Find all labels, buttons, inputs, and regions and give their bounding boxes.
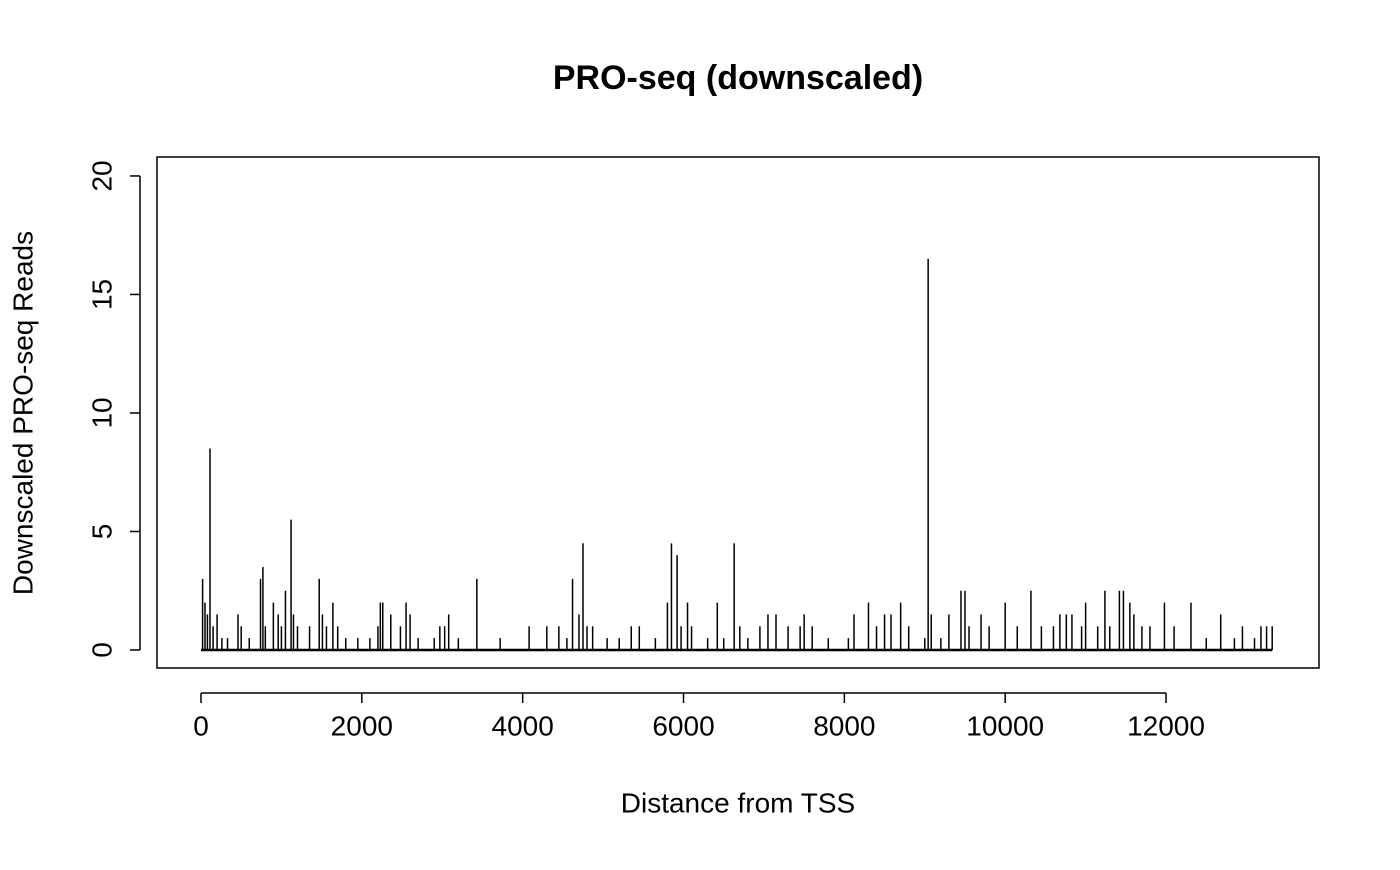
y-axis-label: Downscaled PRO-seq Reads — [7, 231, 38, 595]
y-tick-label: 5 — [86, 524, 117, 540]
plot-frame — [156, 156, 1320, 669]
y-tick-label: 20 — [86, 160, 117, 191]
y-tick-label: 15 — [86, 279, 117, 310]
x-tick-label: 4000 — [492, 710, 554, 741]
x-tick-label: 0 — [193, 710, 209, 741]
y-tick-label: 0 — [86, 642, 117, 658]
x-axis-label: Distance from TSS — [621, 787, 855, 818]
y-tick-label: 10 — [86, 397, 117, 428]
x-tick-label: 8000 — [813, 710, 875, 741]
chart-title: PRO-seq (downscaled) — [553, 59, 923, 97]
x-tick-label: 12000 — [1127, 710, 1205, 741]
x-tick-label: 6000 — [652, 710, 714, 741]
x-tick-label: 10000 — [966, 710, 1044, 741]
x-tick-label: 2000 — [331, 710, 393, 741]
